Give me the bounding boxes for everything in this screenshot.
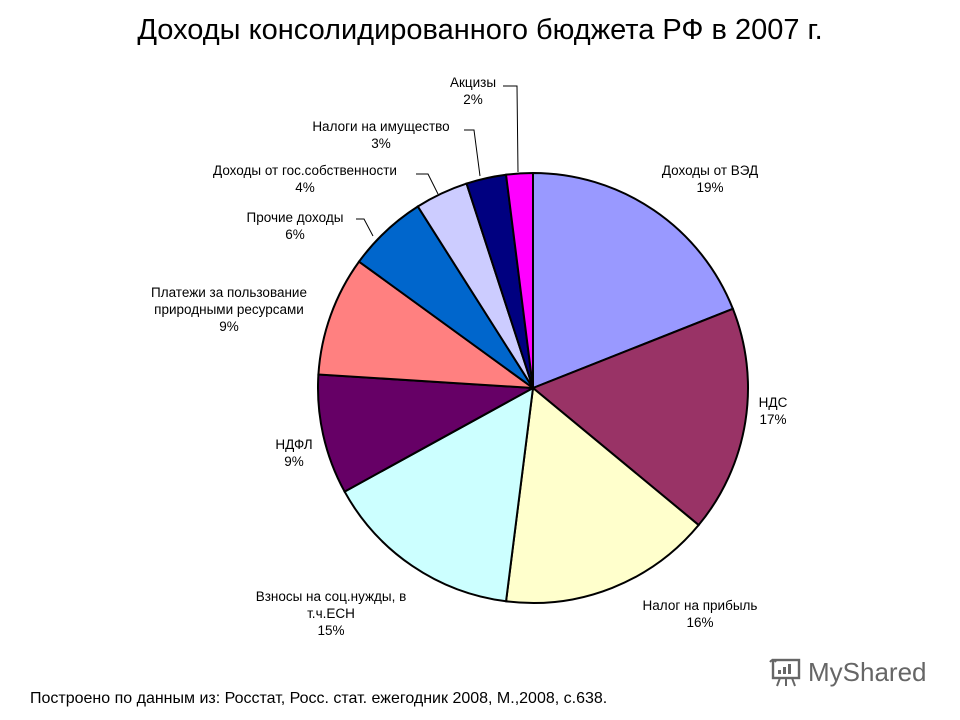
pie-slice xyxy=(504,171,534,389)
pie-slice xyxy=(317,373,537,493)
presentation-board-icon xyxy=(769,658,801,687)
label-prirodnye: Платежи за пользование природными ресурса… xyxy=(151,285,307,334)
leader-line-aktsizy xyxy=(503,85,519,173)
label-aktsizy: Акцизы 2% xyxy=(449,75,497,107)
leader-line-imushchestvo xyxy=(464,129,481,177)
label-pribyl: Налог на прибыль 16% xyxy=(642,598,758,630)
label-ved: Доходы от ВЭД 19% xyxy=(661,163,759,195)
leader-line-prochie xyxy=(356,218,374,237)
brand-name: MyShared xyxy=(808,656,927,687)
pie-slice xyxy=(531,307,749,527)
pie-slice xyxy=(532,171,735,390)
brand-logo[interactable]: MyShared xyxy=(768,656,927,688)
source-note: Построено по данным из: Росстат, Росс. с… xyxy=(30,690,608,707)
pie-slice xyxy=(343,386,535,603)
leader-line-gos-sobstv xyxy=(416,173,439,195)
label-nds: НДС 17% xyxy=(758,395,788,427)
label-gos-sobstv: Доходы от гос.собственности 4% xyxy=(213,163,397,195)
label-imushchestvo: Налоги на имущество 3% xyxy=(312,119,450,151)
chart-title: Доходы консолидированного бюджета РФ в 2… xyxy=(137,14,823,46)
label-prochie: Прочие доходы 6% xyxy=(246,210,344,242)
label-esn: Взносы на соц.нужды, в т.ч.ЕСН 15% xyxy=(255,589,407,638)
pie-slice xyxy=(504,386,701,604)
pie-slice xyxy=(317,260,537,390)
label-ndfl: НДФЛ 9% xyxy=(275,437,313,469)
